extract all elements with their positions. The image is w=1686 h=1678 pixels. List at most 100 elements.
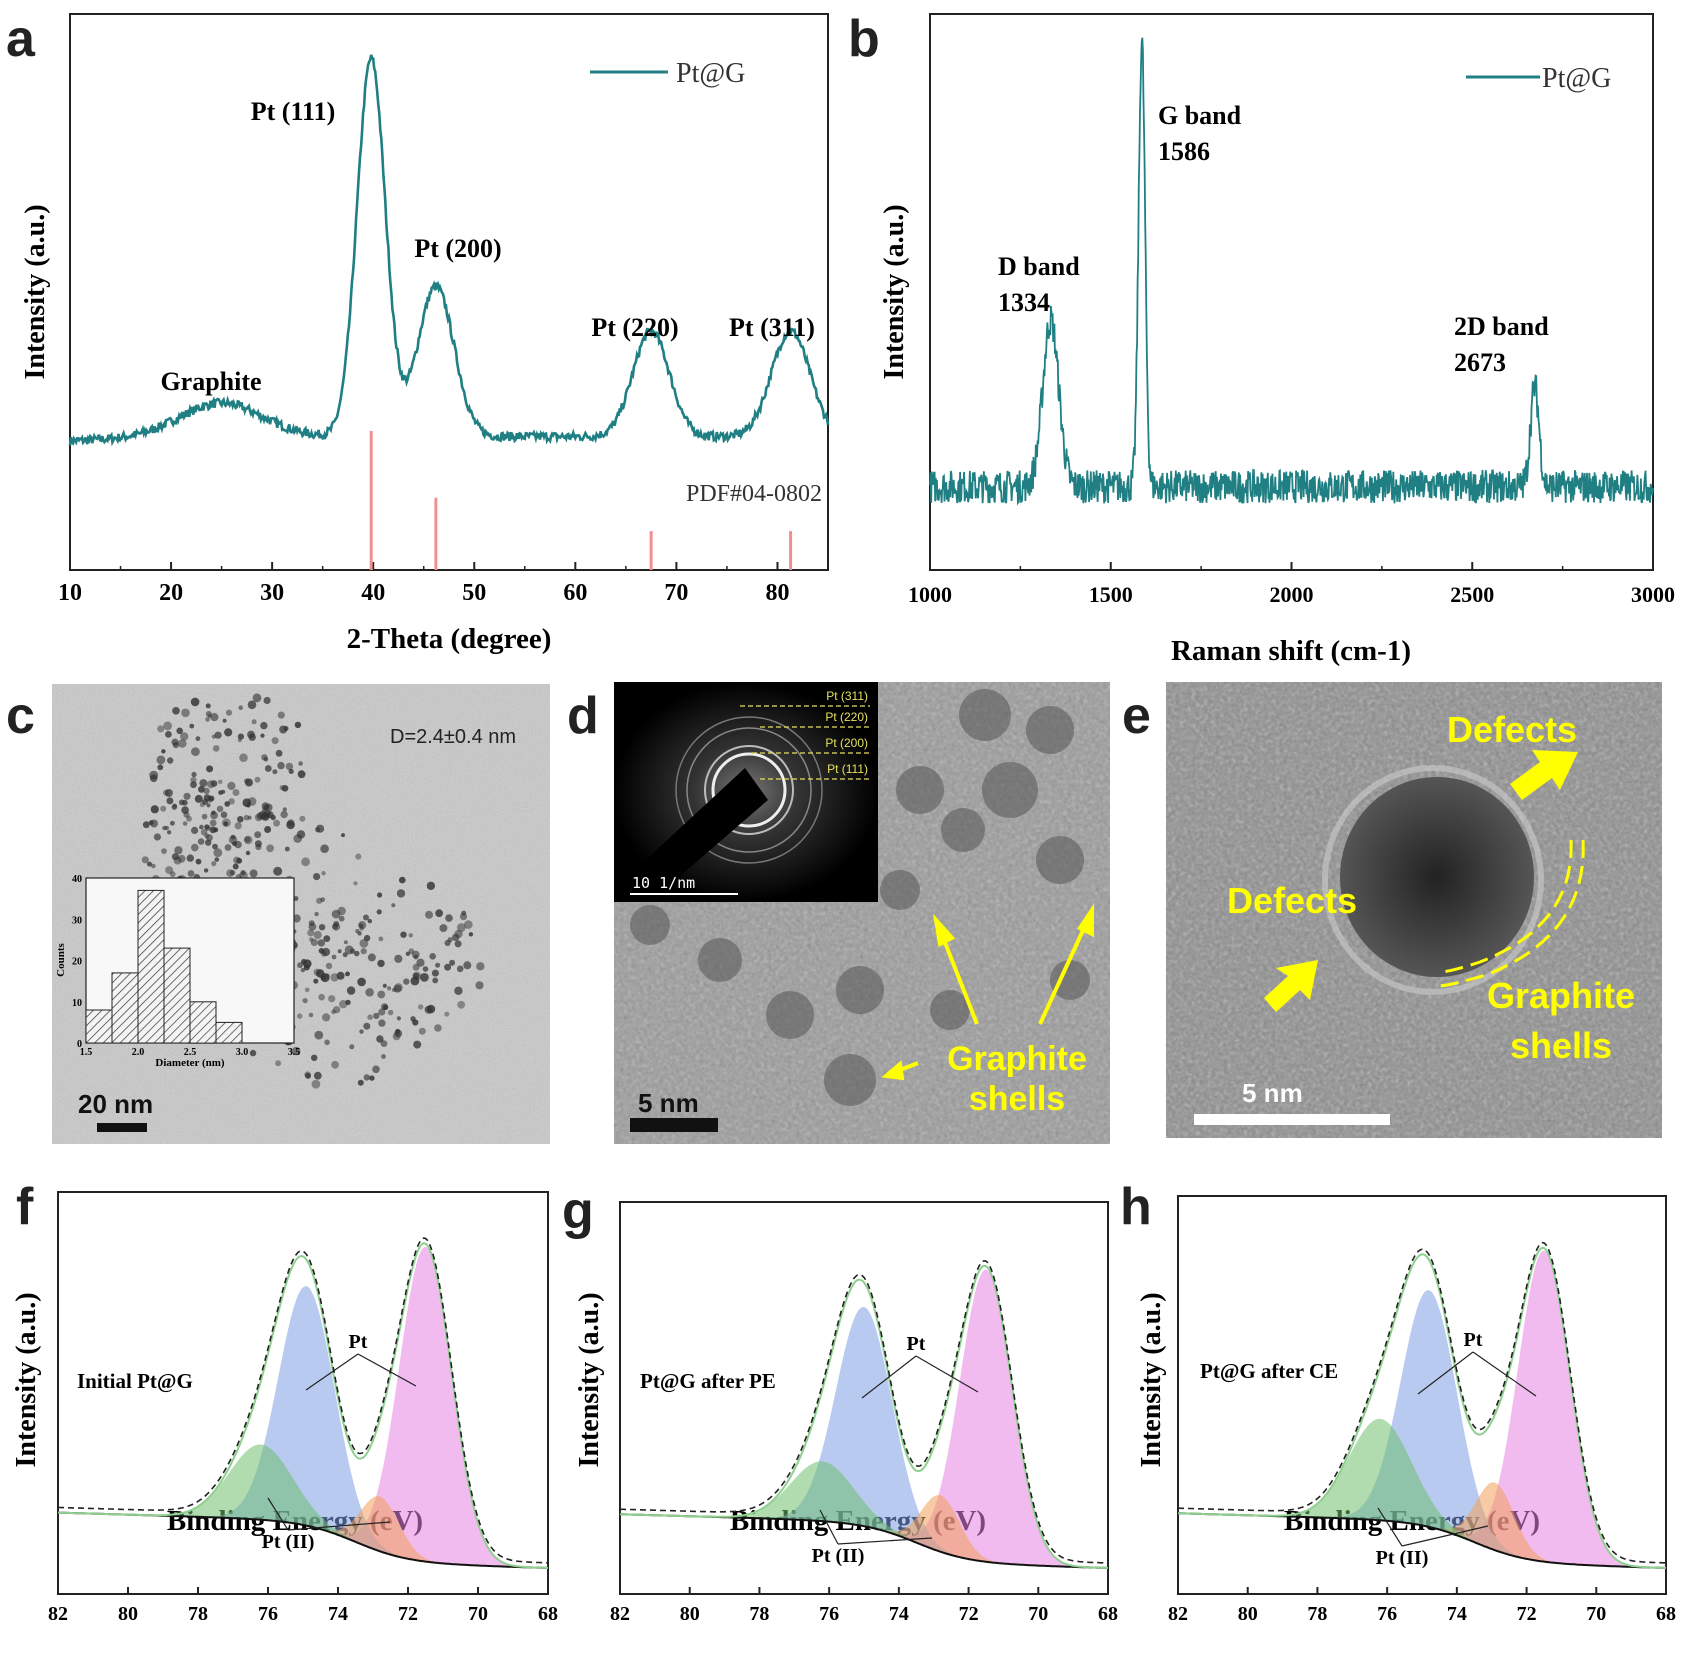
nanoparticle bbox=[211, 810, 216, 815]
nanoparticle bbox=[318, 993, 325, 1001]
histogram-bar bbox=[137, 889, 165, 1044]
x-axis-title-b: Raman shift (cm-1) bbox=[1171, 635, 1411, 667]
nanoparticle bbox=[163, 789, 170, 796]
hrtem-particle bbox=[896, 766, 944, 814]
nanoparticle bbox=[382, 983, 387, 988]
plot-frame-a bbox=[69, 13, 829, 571]
x-tick-label: 68 bbox=[538, 1603, 558, 1625]
nanoparticle bbox=[297, 770, 306, 779]
nanoparticle bbox=[346, 986, 356, 995]
annotation-pt: Pt bbox=[907, 1333, 926, 1355]
nanoparticle bbox=[232, 863, 239, 870]
nanoparticle bbox=[246, 803, 251, 808]
nanoparticle bbox=[369, 1075, 375, 1081]
nanoparticle bbox=[172, 803, 177, 808]
nanoparticle bbox=[425, 910, 433, 919]
nanoparticle bbox=[279, 785, 285, 791]
arrow-pt-ii bbox=[267, 1497, 289, 1531]
nanoparticle bbox=[254, 831, 262, 839]
nanoparticle bbox=[255, 844, 262, 851]
nanoparticle bbox=[263, 757, 269, 762]
panel-h: h Pt@G after CE Binding Energy (eV) Inte… bbox=[1120, 1178, 1676, 1625]
nanoparticle bbox=[236, 857, 243, 864]
x-tick-label: 68 bbox=[1656, 1603, 1676, 1625]
nanoparticle bbox=[172, 707, 180, 715]
annotation-pt-ii: Pt (II) bbox=[262, 1531, 315, 1553]
panel-label-c: c bbox=[6, 687, 35, 745]
nanoparticle bbox=[367, 953, 376, 962]
panel-label-h: h bbox=[1120, 1178, 1152, 1236]
nanoparticle bbox=[367, 918, 372, 924]
nanoparticle bbox=[243, 835, 253, 845]
nanoparticle bbox=[297, 962, 303, 969]
histogram-bar bbox=[111, 972, 139, 1044]
panel-d: d Pt (311) Pt (220) Pt (200) Pt (111) 10… bbox=[567, 682, 1110, 1144]
nanoparticle bbox=[171, 853, 179, 861]
nanoparticle bbox=[210, 780, 218, 787]
nanoparticle bbox=[291, 1046, 301, 1056]
nanoparticle bbox=[228, 798, 235, 805]
nanoparticle bbox=[377, 990, 386, 999]
nanoparticle bbox=[273, 819, 280, 827]
nanoparticle bbox=[313, 930, 322, 940]
peak-label-pt111: Pt (111) bbox=[251, 97, 336, 126]
nanoparticle bbox=[190, 781, 197, 789]
nanoparticle bbox=[210, 713, 219, 722]
x-tick-label-b: 1500 bbox=[1089, 582, 1133, 607]
nanoparticle bbox=[338, 915, 345, 922]
histogram-inset: 1.5 2.0 2.5 3.0 3.5 0 10 20 30 40 Diameter (nm) C… bbox=[55, 874, 300, 1069]
plot-frame bbox=[619, 1201, 1109, 1595]
nanoparticle bbox=[399, 876, 406, 884]
nanoparticle bbox=[349, 1044, 355, 1050]
nanoparticle bbox=[439, 924, 448, 933]
raw-data-dashed bbox=[58, 1237, 548, 1564]
peak-label-pt220: Pt (220) bbox=[591, 313, 678, 342]
nanoparticle bbox=[195, 736, 201, 741]
nanoparticle bbox=[459, 913, 468, 921]
nanoparticle bbox=[311, 1054, 318, 1062]
histogram-y-tick-label: 10 bbox=[72, 998, 82, 1009]
nanoparticle bbox=[225, 709, 233, 716]
nanoparticle bbox=[205, 711, 212, 717]
x-tick-label-b: 1000 bbox=[908, 582, 952, 607]
series-line-pt-g-xrd bbox=[68, 54, 830, 447]
y-axis-title-f: Intensity (a.u.) bbox=[11, 1292, 42, 1467]
sample-label-h: Pt@G after CE bbox=[1200, 1359, 1338, 1383]
scale-bar-c bbox=[97, 1123, 147, 1132]
saed-ring-220 bbox=[686, 727, 812, 853]
nanoparticle bbox=[243, 814, 250, 821]
nanoparticle bbox=[293, 834, 303, 843]
nanoparticle bbox=[190, 697, 200, 707]
nanoparticle bbox=[254, 776, 261, 783]
x-tick-label-a: 40 bbox=[361, 580, 385, 606]
nanoparticle bbox=[167, 757, 174, 764]
nanoparticle bbox=[249, 1049, 257, 1057]
nanoparticle bbox=[183, 792, 191, 800]
annotation-pt-ii: Pt (II) bbox=[1376, 1547, 1429, 1569]
nanoparticle bbox=[476, 962, 485, 971]
nanoparticle bbox=[275, 1060, 282, 1067]
nanoparticle bbox=[211, 861, 217, 867]
nanoparticle bbox=[395, 1028, 401, 1034]
nanoparticle bbox=[197, 838, 205, 845]
nanoparticle bbox=[464, 920, 473, 929]
nanoparticle bbox=[337, 906, 346, 916]
component-orange bbox=[257, 1496, 503, 1567]
nanoparticle bbox=[214, 731, 222, 739]
nanoparticle bbox=[314, 1030, 324, 1040]
nanoparticle bbox=[206, 765, 214, 773]
nanoparticle bbox=[412, 971, 422, 981]
histogram-bars bbox=[85, 889, 243, 1044]
arrowhead-shell-3 bbox=[881, 1060, 905, 1081]
nanoparticle bbox=[468, 932, 474, 937]
nanoparticle bbox=[426, 881, 436, 890]
nanoparticle bbox=[232, 789, 240, 796]
histogram-axes: 1.5 2.0 2.5 3.0 3.5 0 10 20 30 40 bbox=[72, 874, 300, 1058]
nanoparticle bbox=[454, 986, 463, 995]
x-tick-label: 70 bbox=[468, 1603, 488, 1625]
nanoparticle bbox=[299, 815, 306, 822]
panel-g: g Pt@G after PE Binding Energy (eV) Inte… bbox=[562, 1182, 1118, 1625]
component-pink bbox=[303, 1246, 548, 1568]
nanoparticle bbox=[181, 708, 190, 718]
band-value-g: 1586 bbox=[1158, 137, 1210, 166]
